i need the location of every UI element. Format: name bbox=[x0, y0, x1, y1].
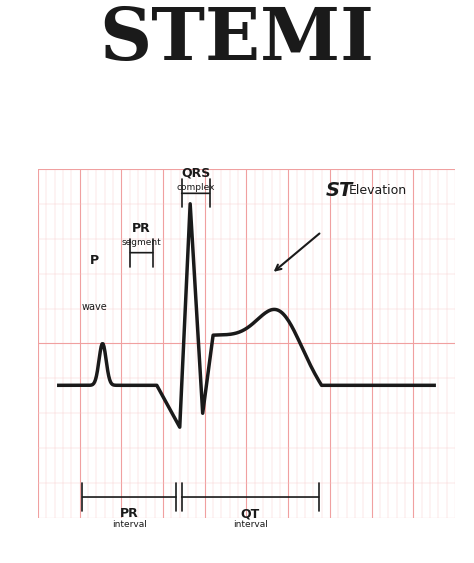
Text: VectorStock.com/18615342: VectorStock.com/18615342 bbox=[320, 546, 436, 555]
Text: Elevation: Elevation bbox=[349, 184, 407, 197]
Text: interval: interval bbox=[112, 520, 147, 529]
Text: PR: PR bbox=[120, 507, 138, 520]
Text: complex: complex bbox=[176, 182, 215, 191]
Text: QT: QT bbox=[241, 507, 260, 520]
Text: P: P bbox=[90, 254, 99, 267]
Text: STEMI: STEMI bbox=[100, 4, 374, 75]
Text: VectorStock: VectorStock bbox=[38, 546, 104, 556]
Text: ST: ST bbox=[326, 181, 353, 200]
Text: QRS: QRS bbox=[181, 167, 210, 180]
Text: interval: interval bbox=[233, 520, 268, 529]
Text: PR: PR bbox=[132, 222, 151, 235]
Text: segment: segment bbox=[122, 239, 162, 248]
Text: wave: wave bbox=[82, 302, 107, 311]
